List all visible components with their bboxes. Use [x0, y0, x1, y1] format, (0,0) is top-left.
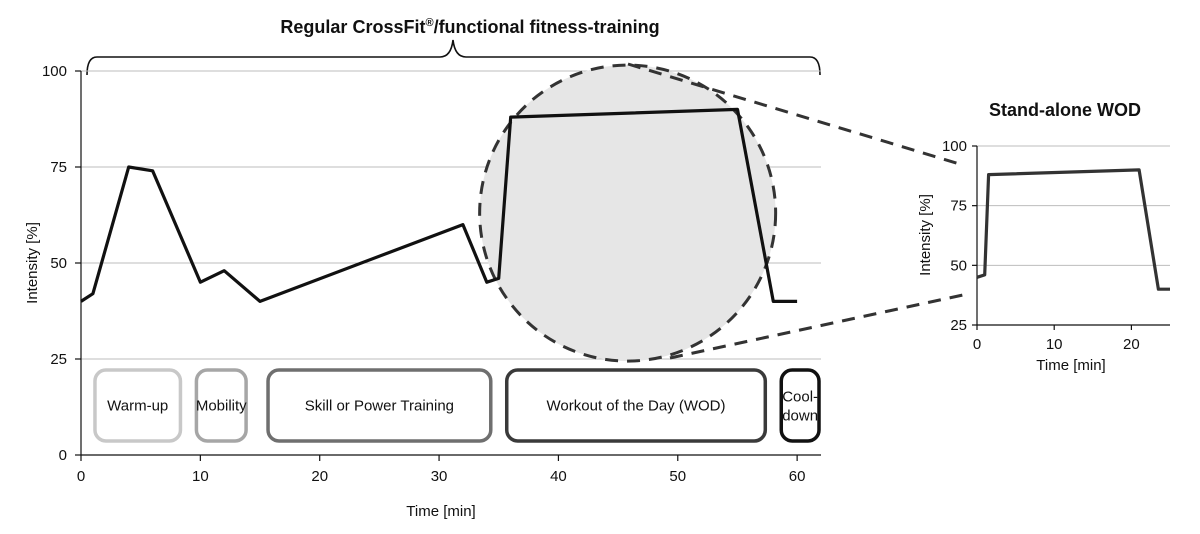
main-series	[80, 107, 798, 303]
main-phases: Warm-up Mobility Skill or Power Training Wo…	[93, 368, 821, 443]
phase-label-2: Skill or Power Training	[305, 398, 454, 415]
inset-y-tick-label-25: 25	[950, 317, 967, 334]
main-y-axis-label: Intensity [%]	[24, 222, 41, 304]
inset-y-tick-label-50: 50	[950, 257, 967, 274]
main-x-tick-label-60: 60	[789, 468, 806, 485]
main-y-tick-label-75: 75	[50, 159, 67, 176]
main-x-tick-label-10: 10	[192, 468, 209, 485]
main-x-tick-label-0: 0	[77, 468, 85, 485]
main-x-axis-label: Time [min]	[406, 503, 475, 520]
main-x-tick-label-50: 50	[669, 468, 686, 485]
inset-y-tick-label-100: 100	[942, 138, 967, 155]
main-zoom-circle	[478, 63, 778, 363]
main-title-rest: /functional fitness-training	[434, 17, 660, 37]
inset-y-tick-label-75: 75	[950, 198, 967, 215]
main-y-tick-label-100: 100	[42, 63, 67, 80]
main-x-tick-label-30: 30	[431, 468, 448, 485]
phase-box-4	[779, 368, 821, 443]
title-brace	[86, 39, 821, 76]
main-y-tick-label-50: 50	[50, 255, 67, 272]
inset-x-tick-label-10: 10	[1046, 336, 1063, 353]
main-title-base: Regular CrossFit	[280, 17, 425, 37]
inset-axes	[976, 146, 1170, 326]
main-x-tick-label-40: 40	[550, 468, 567, 485]
phase-box-3	[504, 368, 768, 443]
main-ticks: 0 25 50 75 100 0 10 20 30 40 50 60	[42, 63, 806, 485]
phase-label-1: Mobility	[196, 398, 247, 415]
phase-box-0	[93, 368, 183, 443]
inset-x-tick-label-20: 20	[1123, 336, 1140, 353]
main-title: Regular CrossFit®/functional fitness-tra…	[280, 17, 659, 37]
inset-title: Stand-alone WOD	[989, 100, 1141, 120]
inset-y-axis-label: Intensity [%]	[917, 194, 934, 276]
phase-box-1	[194, 368, 248, 443]
phase-label-3: Workout of the Day (WOD)	[547, 398, 726, 415]
inset-x-axis-label: Time [min]	[1036, 357, 1105, 374]
inset-x-tick-label-0: 0	[973, 336, 981, 353]
main-series-line-0	[80, 107, 798, 303]
main-x-tick-label-20: 20	[311, 468, 328, 485]
main-y-tick-label-25: 25	[50, 351, 67, 368]
inset-grid	[977, 145, 1170, 266]
zoom-connector-bottom	[669, 293, 964, 360]
inset-ticks: 25 50 75 100 0 10 20	[942, 138, 1140, 353]
phase-label-0: Warm-up	[107, 398, 168, 415]
zoom-circle	[478, 63, 778, 363]
phase-label-4: Cool-down	[782, 389, 818, 425]
inset-series	[976, 168, 1170, 291]
zoom-connector-top	[627, 62, 964, 167]
main-y-tick-label-0: 0	[59, 447, 67, 464]
phase-box-2	[266, 368, 493, 443]
main-title-sup: ®	[425, 17, 433, 29]
inset-series-line-0	[976, 168, 1170, 291]
